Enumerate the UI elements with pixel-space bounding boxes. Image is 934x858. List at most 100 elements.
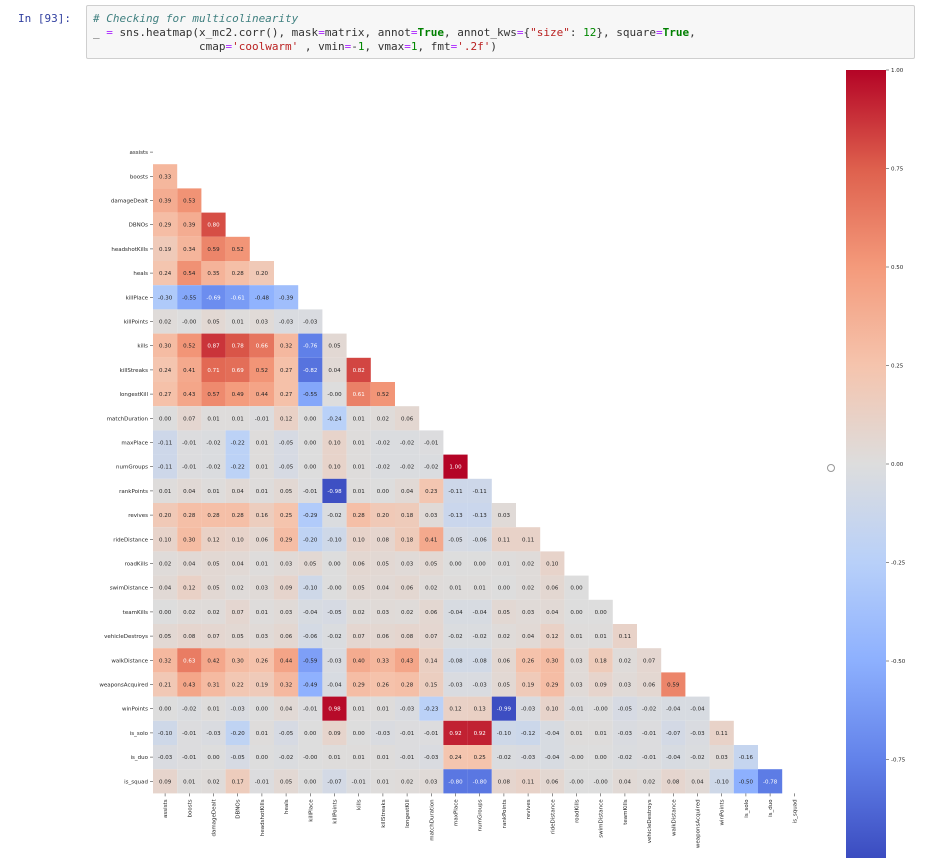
heatmap-cell	[274, 648, 299, 673]
cell-annotation: 0.04	[377, 586, 390, 592]
cell-annotation: 0.06	[546, 586, 559, 592]
cell-annotation: -0.02	[473, 634, 487, 640]
heatmap-cell	[419, 672, 444, 697]
cell-annotation: 0.02	[183, 610, 195, 616]
cell-annotation: 0.05	[304, 562, 317, 568]
cell-annotation: 0.03	[377, 610, 390, 616]
cell-annotation: -0.39	[279, 295, 294, 301]
cell-annotation: -0.02	[327, 513, 341, 519]
heatmap-cell	[153, 309, 178, 334]
cell-annotation: 0.13	[474, 707, 487, 713]
x-tick-label: maxPlace	[454, 799, 460, 826]
y-tick-label: kills	[137, 344, 148, 350]
heatmap-cell	[177, 478, 202, 503]
cell-annotation: 0.49	[232, 392, 245, 398]
cell-annotation: 0.01	[570, 731, 582, 737]
code-editor[interactable]: # Checking for multicolinearity _ = sns.…	[93, 12, 696, 54]
cell-annotation: 0.43	[183, 683, 196, 689]
heatmap-cell	[516, 527, 541, 552]
heatmap-cell	[685, 769, 710, 794]
cell-annotation: 0.28	[232, 513, 245, 519]
heatmap-cell	[346, 769, 371, 794]
y-tick-label: vehicleDestroys	[104, 634, 148, 640]
heatmap-cell	[201, 309, 226, 334]
heatmap-cell	[443, 648, 468, 673]
x-tick-label: is_squad	[792, 799, 798, 823]
heatmap-cell	[225, 575, 250, 600]
cell-annotation: 0.04	[328, 368, 341, 374]
cell-annotation: 0.04	[546, 610, 559, 616]
heatmap-cell	[177, 236, 202, 261]
heatmap-cell	[322, 503, 347, 528]
x-tick-label: killStreaks	[381, 799, 387, 827]
heatmap-cell	[249, 672, 274, 697]
cell-annotation: 0.10	[159, 537, 172, 543]
cell-annotation: 0.61	[353, 392, 365, 398]
heatmap-cell	[516, 551, 541, 576]
heatmap-cell	[153, 503, 178, 528]
cell-annotation: -0.04	[327, 683, 342, 689]
cell-annotation: -0.01	[182, 755, 196, 761]
colorbar-tick-label: 0.75	[891, 167, 904, 173]
heatmap-cell	[491, 599, 516, 624]
cell-annotation: 0.01	[449, 586, 461, 592]
heatmap-cell	[419, 720, 444, 745]
cell-annotation: 0.03	[522, 610, 535, 616]
cell-annotation: 0.27	[280, 392, 293, 398]
x-tick-label: rideDistance	[550, 799, 556, 834]
heatmap-cell	[225, 648, 250, 673]
cell-annotation: 0.03	[619, 683, 632, 689]
cell-annotation: 0.01	[377, 755, 389, 761]
heatmap-cell	[370, 575, 395, 600]
cell-annotation: 0.00	[570, 586, 583, 592]
cell-annotation: 0.02	[401, 610, 413, 616]
cell-annotation: -0.04	[448, 610, 463, 616]
cell-annotation: -0.48	[255, 295, 270, 301]
cell-annotation: -0.06	[473, 537, 488, 543]
cell-annotation: 0.08	[377, 537, 390, 543]
heatmap-cell	[612, 648, 637, 673]
cell-annotation: -0.02	[424, 465, 438, 471]
cell-annotation: 0.02	[425, 586, 437, 592]
cell-annotation: -0.02	[400, 465, 414, 471]
cell-annotation: -0.03	[303, 320, 318, 326]
heatmap-cell	[370, 406, 395, 431]
heatmap-cell	[153, 648, 178, 673]
cell-annotation: -0.12	[521, 731, 535, 737]
y-tick-label: longestKill	[120, 392, 149, 398]
cell-annotation: 0.08	[498, 779, 511, 785]
heatmap-cell	[661, 696, 686, 721]
cell-annotation: 0.01	[353, 755, 365, 761]
heatmap-cell	[249, 285, 274, 310]
heatmap-cell	[516, 720, 541, 745]
cell-annotation: -0.04	[473, 610, 488, 616]
cell-annotation: 0.01	[207, 416, 219, 422]
heatmap-cell	[370, 599, 395, 624]
code-cell-input[interactable]: # Checking for multicolinearity _ = sns.…	[86, 5, 915, 59]
heatmap-cell	[443, 745, 468, 770]
cell-annotation: 0.05	[207, 562, 220, 568]
heatmap-cell	[201, 333, 226, 358]
cell-annotation: 0.11	[716, 731, 728, 737]
cell-annotation: -0.00	[327, 586, 342, 592]
cell-annotation: 0.03	[256, 320, 269, 326]
heatmap-cell	[370, 769, 395, 794]
cell-annotation: -0.06	[303, 634, 318, 640]
cell-annotation: -0.01	[569, 707, 583, 713]
cell-annotation: 0.01	[256, 731, 268, 737]
heatmap-cell	[395, 769, 420, 794]
heatmap-cell	[201, 720, 226, 745]
heatmap-cell	[564, 575, 589, 600]
y-tick-label: killStreaks	[120, 368, 148, 374]
heatmap-cell	[516, 672, 541, 697]
cell-annotation: -0.07	[666, 731, 681, 737]
heatmap-cell	[153, 745, 178, 770]
cell-annotation: -0.00	[594, 779, 609, 785]
heatmap-cell	[153, 164, 178, 189]
cell-annotation: 0.01	[595, 634, 607, 640]
heatmap-cell	[540, 696, 565, 721]
heatmap-cell	[225, 285, 250, 310]
cell-annotation: 0.09	[595, 683, 608, 689]
heatmap-cell	[153, 769, 178, 794]
heatmap-cell	[177, 575, 202, 600]
